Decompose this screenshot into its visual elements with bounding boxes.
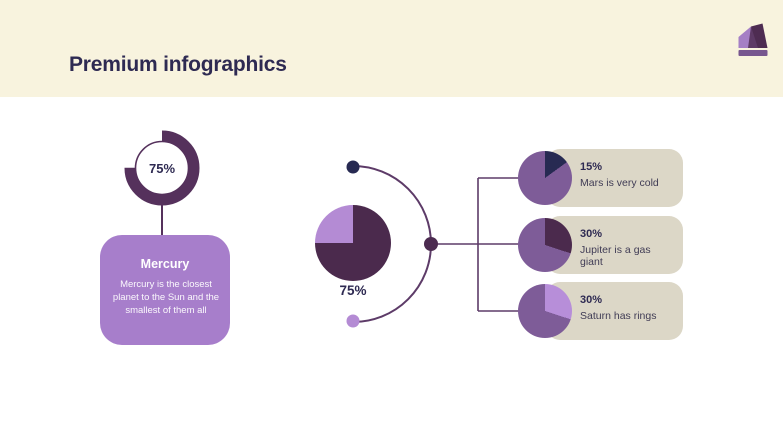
- mercury-description: Mercury is the closest planet to the Sun…: [112, 279, 220, 316]
- center-pie-chart: [315, 205, 391, 281]
- stat-percent: 30%: [580, 294, 603, 306]
- center-pie-percent: 75%: [339, 283, 367, 298]
- stat-pie-jupiter: [518, 218, 572, 272]
- orbit-dot-middle: [424, 237, 438, 251]
- stat-label: Saturn has rings: [580, 310, 657, 322]
- stat-label: Jupiter is a gas giant: [580, 244, 651, 268]
- donut-progress-arc: [124, 130, 200, 206]
- crown-icon: [738, 23, 768, 56]
- mercury-title: Mercury: [140, 257, 190, 271]
- orbit-dot-top: [346, 160, 360, 174]
- page-title: Premium infographics: [69, 53, 287, 76]
- stat-percent: 15%: [580, 161, 603, 173]
- orbit-dot-bottom: [346, 314, 360, 328]
- stat-card-mars: 15% Mars is very cold: [546, 149, 683, 207]
- stat-percent: 30%: [580, 228, 603, 240]
- donut-percent: 75%: [148, 160, 176, 176]
- bracket-connector-lines: [437, 177, 519, 312]
- mercury-card: Mercury Mercury is the closest planet to…: [100, 235, 230, 345]
- stat-card-jupiter: 30% Jupiter is a gas giant: [546, 216, 683, 274]
- slide-header: [0, 0, 783, 97]
- stat-pie-saturn: [518, 284, 572, 338]
- stat-label: Mars is very cold: [580, 177, 659, 189]
- stat-pie-mars: [518, 151, 572, 205]
- donut-chart: [124, 130, 200, 206]
